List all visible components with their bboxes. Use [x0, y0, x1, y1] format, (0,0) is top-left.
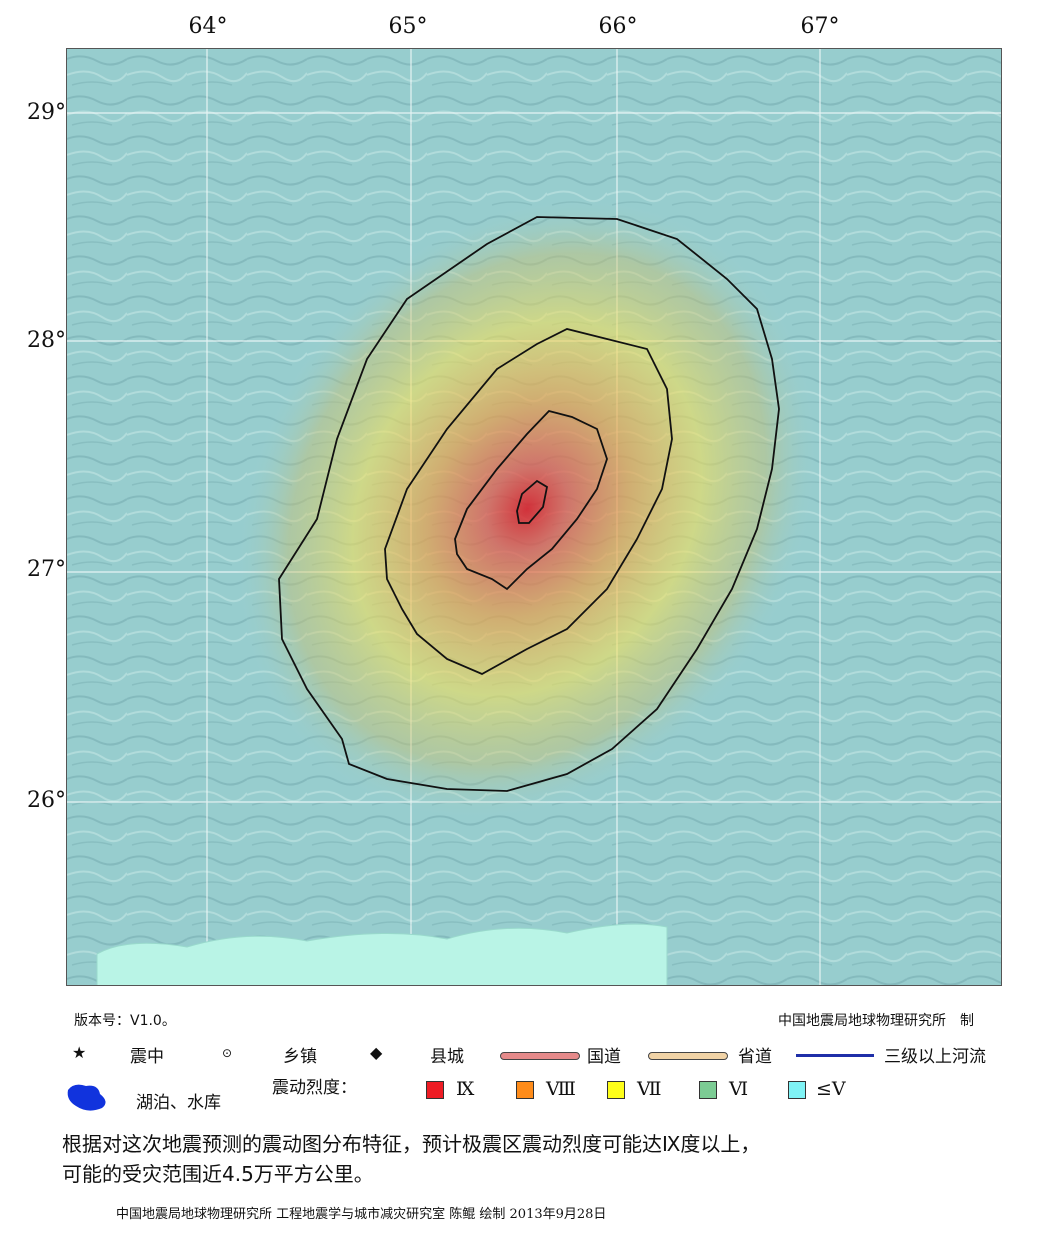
legend-epicenter-label: 震中 — [130, 1047, 164, 1067]
credit-line: 中国地震局地球物理研究所 工程地震学与城市减灾研究室 陈鲲 绘制 2013年9月… — [116, 1207, 607, 1222]
national-road-swatch — [500, 1052, 580, 1060]
intensity-swatch-IX — [426, 1081, 444, 1099]
legend-county-label: 县城 — [430, 1047, 464, 1067]
legend-town-label: 乡镇 — [283, 1047, 317, 1067]
intensity-swatch-V — [788, 1081, 806, 1099]
contour-VI — [278, 216, 780, 792]
epicenter-star-icon: ★ — [72, 1043, 87, 1062]
intensity-label-VI: Ⅵ — [729, 1078, 749, 1100]
maker-label: 中国地震局地球物理研究所 制 — [778, 1013, 974, 1029]
intensity-swatch-VI — [699, 1081, 717, 1099]
summary-line-2: 可能的受灾范围近4.5万平方公里。 — [62, 1162, 374, 1186]
intensity-label-VIII: Ⅷ — [546, 1078, 576, 1100]
lon-label-67: 67° — [800, 14, 840, 39]
intensity-shading — [235, 197, 819, 821]
legend-river-label: 三级以上河流 — [884, 1047, 986, 1067]
lat-label-27: 27° — [27, 557, 66, 582]
contour-VII — [384, 328, 673, 676]
contour-VIII — [454, 409, 608, 591]
lon-label-65: 65° — [388, 14, 428, 39]
shakemap-frame — [66, 48, 1002, 986]
summary-line-1: 根据对这次地震预测的震动图分布特征，预计极震区震动烈度可能达Ⅸ度以上， — [62, 1132, 761, 1156]
lon-label-64: 64° — [188, 14, 228, 39]
lake-icon — [67, 1084, 106, 1111]
contour-IX — [516, 479, 549, 524]
version-label: 版本号：V1.0。 — [74, 1013, 176, 1029]
intensity-label-VII: Ⅶ — [637, 1078, 662, 1100]
legend-national-road-label: 国道 — [587, 1047, 621, 1067]
town-dot-icon: ⊙ — [222, 1046, 233, 1060]
sea — [96, 923, 668, 985]
intensity-label-IX: Ⅸ — [456, 1078, 475, 1100]
lon-label-66: 66° — [598, 14, 638, 39]
intensity-swatch-VII — [607, 1081, 625, 1099]
legend-lake-label: 湖泊、水库 — [136, 1093, 221, 1113]
lat-label-29: 29° — [27, 100, 66, 125]
lat-label-28: 28° — [27, 328, 66, 353]
intensity-swatch-VIII — [516, 1081, 534, 1099]
legend-intensity-title: 震动烈度： — [272, 1078, 357, 1098]
intensity-contours — [278, 216, 780, 792]
shakemap — [67, 49, 1001, 985]
intensity-label-V: ≤Ⅴ — [816, 1078, 846, 1100]
lat-label-26: 26° — [27, 788, 66, 813]
river-line-swatch — [796, 1054, 874, 1057]
provincial-road-swatch — [648, 1052, 728, 1060]
county-diamond-icon: ◆ — [370, 1043, 383, 1062]
legend-provincial-road-label: 省道 — [738, 1047, 772, 1067]
